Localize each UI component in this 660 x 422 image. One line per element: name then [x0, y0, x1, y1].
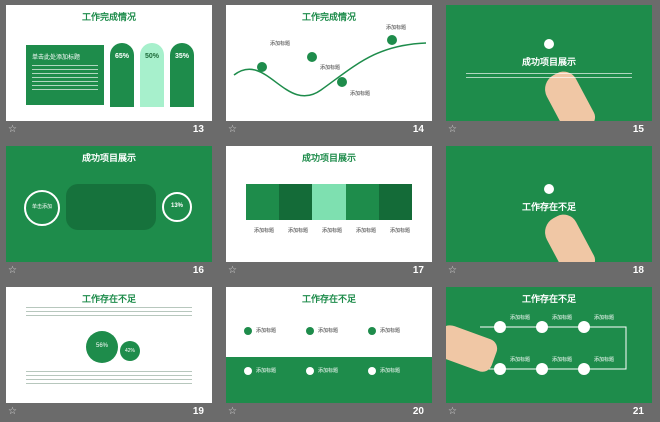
bar-2-value: 50% — [144, 53, 159, 60]
slide-thumb-21[interactable]: 工作存在不足 添加标题 添加标题 添加标题 添加标题 添加标题 添加标题 ☆ 21 — [440, 282, 658, 422]
item-2: 添加标题 — [288, 228, 309, 234]
item-1: 添加标题 — [254, 228, 275, 234]
slide-number: 17 — [412, 265, 424, 276]
slide-title: 工作存在不足 — [301, 294, 356, 304]
process-diagram — [480, 321, 627, 375]
item-5: 添加标题 — [318, 368, 339, 374]
label-4: 添加标题 — [510, 357, 531, 363]
item-6: 添加标题 — [380, 368, 401, 374]
item-3: 添加标题 — [380, 328, 401, 334]
label-1: 添加标题 — [270, 41, 291, 47]
label-5: 添加标题 — [552, 357, 573, 363]
label-3: 添加标题 — [594, 315, 615, 321]
bubble-2: 42% — [120, 341, 140, 361]
slide-number: 18 — [632, 265, 644, 276]
label-3: 添加标题 — [350, 91, 371, 97]
star-icon[interactable]: ☆ — [448, 265, 457, 276]
slide-13-canvas: 工作完成情况 单击此处添加标题 65% 50% 35% — [6, 5, 212, 121]
box-title: 单击此处添加标题 — [32, 55, 81, 61]
star-icon[interactable]: ☆ — [8, 124, 17, 135]
star-icon[interactable]: ☆ — [8, 265, 17, 276]
slide-title: 成功项目展示 — [301, 153, 356, 163]
slide-21-canvas: 工作存在不足 添加标题 添加标题 添加标题 添加标题 添加标题 添加标题 — [446, 287, 652, 403]
slide-number: 19 — [192, 406, 204, 417]
slide-15-canvas: 成功项目展示 — [446, 5, 652, 121]
label-1: 添加标题 — [510, 315, 531, 321]
label-2: 添加标题 — [552, 315, 573, 321]
slide-18-canvas: 工作存在不足 — [446, 146, 652, 262]
star-icon[interactable]: ☆ — [228, 124, 237, 135]
slide-thumb-17[interactable]: 成功项目展示 添加标题 添加标题 添加标题 添加标题 添加标题 ☆ 17 — [220, 141, 438, 281]
slide-17-canvas: 成功项目展示 添加标题 添加标题 添加标题 添加标题 添加标题 — [226, 146, 432, 262]
slide-20-canvas: 工作存在不足 添加标题 添加标题 添加标题 添加标题 添加标题 添加标题 — [226, 287, 432, 403]
text-box: 单击此处添加标题 — [26, 45, 104, 105]
star-icon[interactable]: ☆ — [228, 265, 237, 276]
item-2: 添加标题 — [318, 328, 339, 334]
item-4: 添加标题 — [356, 228, 377, 234]
slide-thumb-19[interactable]: 工作存在不足 56% 42% ☆ 19 — [0, 282, 218, 422]
pin-icon — [544, 184, 554, 194]
curve-graphic — [233, 35, 427, 97]
slide-number: 13 — [192, 124, 204, 135]
slide-14-canvas: 工作完成情况 添加标题 添加标题 添加标题 添加标题 — [226, 5, 432, 121]
slide-title: 成功项目展示 — [81, 153, 136, 163]
slide-title: 工作存在不足 — [81, 294, 136, 304]
bar-3-value: 35% — [174, 53, 189, 60]
item-5: 添加标题 — [390, 228, 411, 234]
slide-title: 工作完成情况 — [301, 12, 356, 22]
label-4: 添加标题 — [386, 25, 407, 31]
slide-number: 21 — [632, 406, 644, 417]
slide-number: 14 — [412, 124, 424, 135]
world-map — [66, 184, 156, 230]
star-icon[interactable]: ☆ — [8, 406, 17, 417]
bar-1-value: 65% — [114, 53, 129, 60]
green-band — [226, 357, 432, 403]
bar-1: 65% — [110, 43, 134, 107]
star-icon[interactable]: ☆ — [448, 406, 457, 417]
slide-title: 工作存在不足 — [521, 294, 576, 304]
slide-thumb-20[interactable]: 工作存在不足 添加标题 添加标题 添加标题 添加标题 添加标题 添加标题 ☆ 20 — [220, 282, 438, 422]
slide-thumb-15[interactable]: 成功项目展示 ☆ 15 — [440, 0, 658, 140]
bar-2: 50% — [140, 43, 164, 107]
slide-title: 工作完成情况 — [81, 12, 136, 22]
item-3: 添加标题 — [322, 228, 343, 234]
slide-title: 成功项目展示 — [521, 57, 576, 67]
item-4: 添加标题 — [256, 368, 277, 374]
hand-image — [539, 209, 599, 262]
star-icon[interactable]: ☆ — [228, 406, 237, 417]
slide-number: 15 — [632, 124, 644, 135]
label-6: 添加标题 — [594, 357, 615, 363]
bubble-right: 13% — [162, 192, 192, 222]
item-1: 添加标题 — [256, 328, 277, 334]
slide-thumb-13[interactable]: 工作完成情况 单击此处添加标题 65% 50% 35% ☆ 13 — [0, 0, 218, 140]
slide-thumb-14[interactable]: 工作完成情况 添加标题 添加标题 添加标题 添加标题 ☆ 14 — [220, 0, 438, 140]
slide-thumb-16[interactable]: 成功项目展示 单击添加 13% ☆ 16 — [0, 141, 218, 281]
slide-thumb-18[interactable]: 工作存在不足 ☆ 18 — [440, 141, 658, 281]
slide-16-canvas: 成功项目展示 单击添加 13% — [6, 146, 212, 262]
slide-19-canvas: 工作存在不足 56% 42% — [6, 287, 212, 403]
slide-number: 20 — [412, 406, 424, 417]
bar-3: 35% — [170, 43, 194, 107]
color-columns — [246, 184, 413, 220]
slide-title: 工作存在不足 — [521, 202, 576, 212]
label-2: 添加标题 — [320, 65, 341, 71]
slide-number: 16 — [192, 265, 204, 276]
bubble-left: 单击添加 — [24, 190, 60, 226]
pin-icon — [544, 39, 554, 49]
bubble-1: 56% — [86, 331, 118, 363]
star-icon[interactable]: ☆ — [448, 124, 457, 135]
